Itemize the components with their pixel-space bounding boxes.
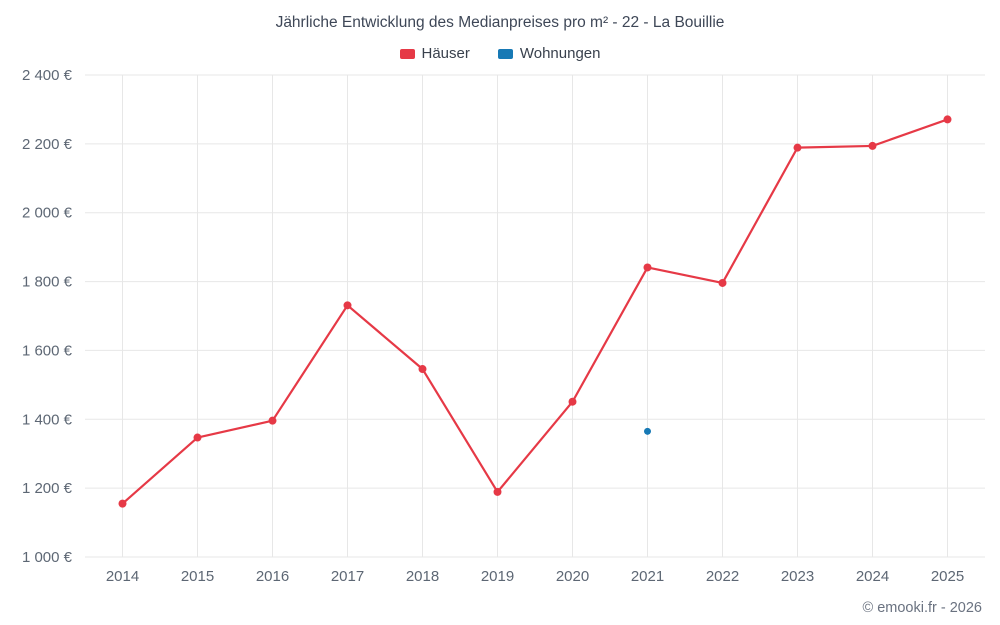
x-tick-label: 2014 xyxy=(106,568,139,585)
legend-swatch xyxy=(497,48,513,59)
data-point-series-0[interactable] xyxy=(493,487,502,496)
y-tick-label: 1 600 € xyxy=(22,342,73,359)
x-tick-label: 2021 xyxy=(631,568,664,585)
x-tick-label: 2016 xyxy=(256,568,289,585)
data-point-series-0[interactable] xyxy=(568,397,577,406)
x-tick-label: 2020 xyxy=(556,568,589,585)
data-point-series-0[interactable] xyxy=(268,416,277,425)
data-point-series-1[interactable] xyxy=(644,427,651,435)
series-line-0 xyxy=(121,118,949,505)
y-tick-label: 2 200 € xyxy=(22,136,73,153)
data-point-series-0[interactable] xyxy=(943,115,952,124)
legend-item-0[interactable]: Häuser xyxy=(399,45,470,62)
y-tick-label: 2 000 € xyxy=(22,205,73,222)
data-point-series-0[interactable] xyxy=(418,365,427,374)
x-tick-label: 2022 xyxy=(706,568,739,585)
legend: Häuser Wohnungen xyxy=(0,45,1000,62)
y-tick-label: 1 400 € xyxy=(22,411,73,428)
legend-label: Häuser xyxy=(421,45,470,62)
x-tick-label: 2019 xyxy=(481,568,514,585)
data-point-series-0[interactable] xyxy=(343,301,352,310)
chart-title: Jährliche Entwicklung des Medianpreises … xyxy=(275,14,725,31)
x-tick-label: 2025 xyxy=(931,568,964,585)
y-tick-label: 1 000 € xyxy=(22,549,73,566)
data-point-series-0[interactable] xyxy=(718,278,727,287)
x-tick-label: 2018 xyxy=(406,568,439,585)
y-tick-label: 2 400 € xyxy=(22,67,73,84)
copyright: © emooki.fr - 2026 xyxy=(862,600,982,616)
legend-label: Wohnungen xyxy=(519,45,601,62)
x-tick-label: 2017 xyxy=(331,568,364,585)
data-point-series-0[interactable] xyxy=(193,433,202,442)
y-tick-label: 1 800 € xyxy=(22,274,73,291)
x-tick-label: 2024 xyxy=(856,568,889,585)
legend-item-1[interactable]: Wohnungen xyxy=(497,45,601,62)
x-tick-label: 2023 xyxy=(781,568,814,585)
data-point-series-0[interactable] xyxy=(793,143,802,152)
x-tick-label: 2015 xyxy=(181,568,214,585)
y-tick-label: 1 200 € xyxy=(22,480,73,497)
data-point-series-0[interactable] xyxy=(643,263,652,272)
data-point-series-0[interactable] xyxy=(868,141,877,150)
data-point-series-0[interactable] xyxy=(118,499,127,508)
legend-swatch xyxy=(399,48,415,59)
